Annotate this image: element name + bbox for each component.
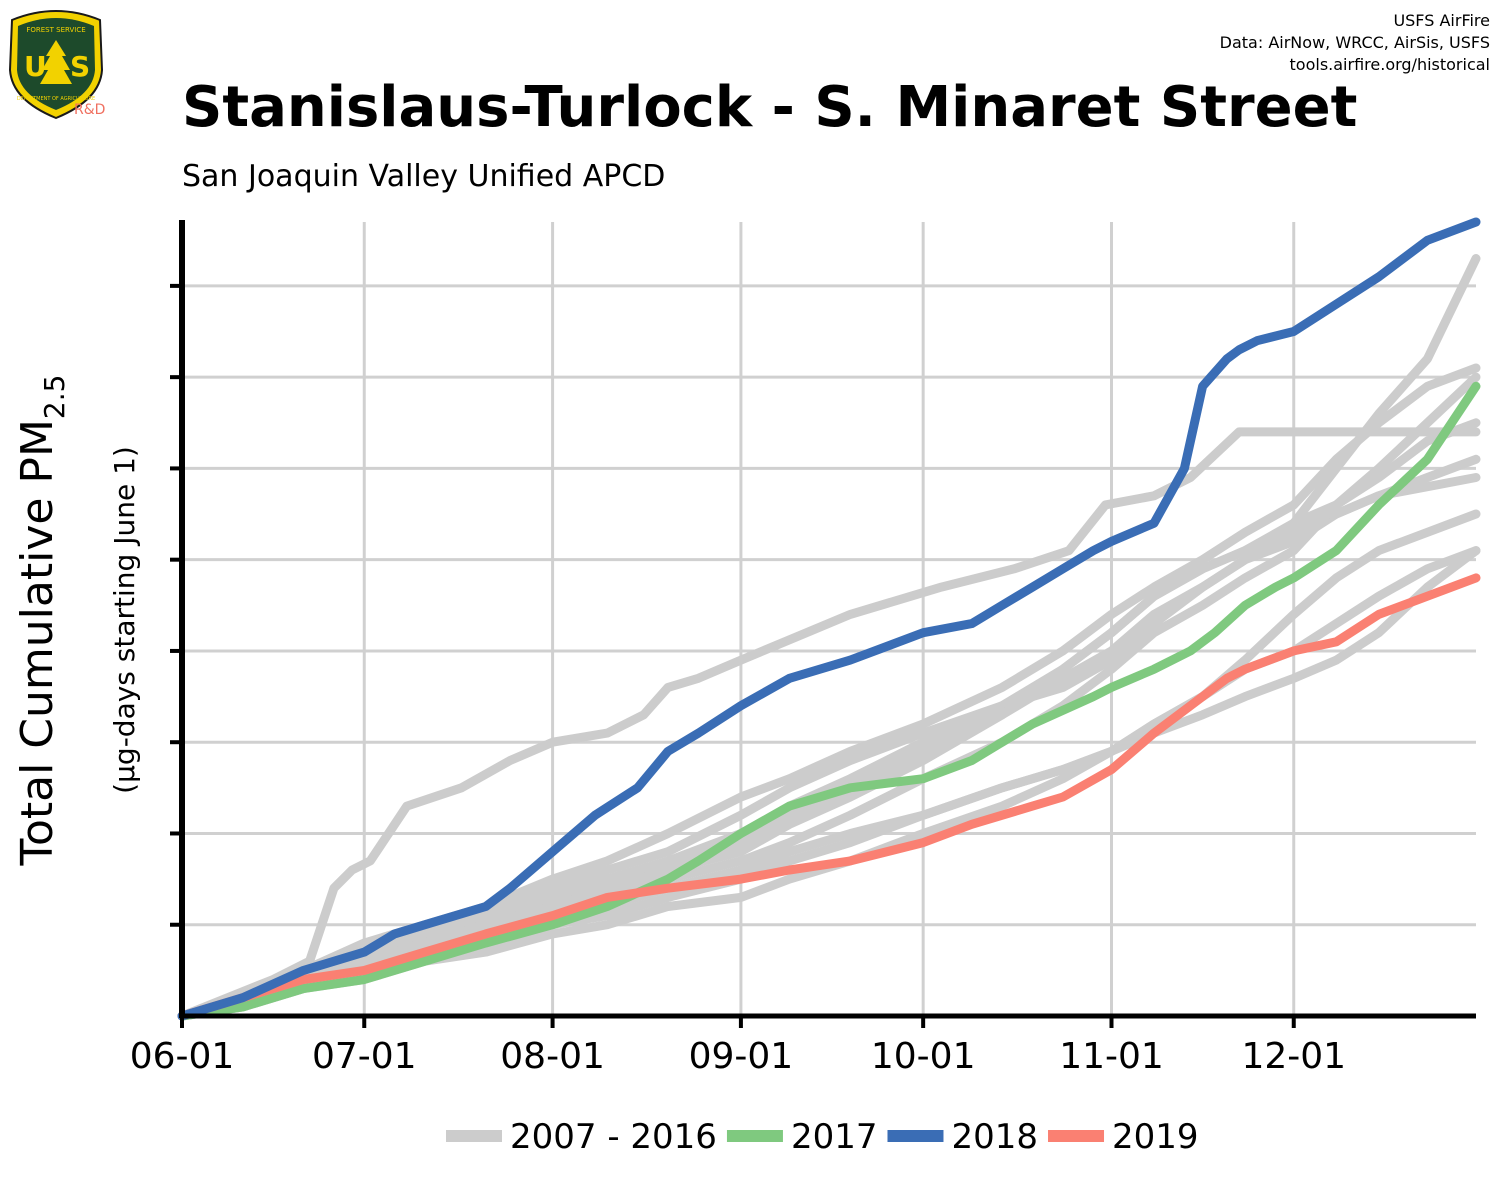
logo-rd: R&D — [74, 102, 105, 118]
legend: 2007 - 2016 2017 2018 2019 — [446, 1117, 1199, 1157]
legend-label: 2017 — [791, 1117, 878, 1157]
x-tick-label: 12-01 — [1241, 1036, 1346, 1077]
series-line-2007-2016 — [177, 372, 1481, 1021]
logo-bottom-text: DEPARTMENT OF AGRICULTURE — [17, 96, 95, 102]
legend-label: 2007 - 2016 — [510, 1117, 717, 1157]
series-line-2007-2016 — [177, 254, 1481, 1021]
series-line-2007-2016 — [177, 427, 1481, 1021]
y-axis-units: (µg-days starting June 1) — [108, 446, 141, 794]
usfs-logo: U S FOREST SERVICE DEPARTMENT OF AGRICUL… — [8, 10, 105, 120]
y-axis-label: Total Cumulative PM2.5 — [12, 375, 71, 867]
credit-line-1: USFS AirFire — [1393, 11, 1490, 30]
series-lines — [177, 217, 1481, 1021]
x-tick-label: 11-01 — [1059, 1036, 1164, 1077]
series-line-2018 — [177, 217, 1481, 1021]
x-tick-label: 08-01 — [500, 1036, 605, 1077]
x-tick-label: 06-01 — [130, 1036, 235, 1077]
logo-s: S — [70, 50, 90, 83]
credit-line-3: tools.airfire.org/historical — [1290, 55, 1490, 74]
credit-line-2: Data: AirNow, WRCC, AirSis, USFS — [1220, 33, 1490, 52]
axes: 06-01 07-01 08-01 09-01 10-01 11-01 12-01 — [130, 220, 1476, 1077]
legend-label: 2019 — [1112, 1117, 1199, 1157]
x-tick-label: 07-01 — [312, 1036, 417, 1077]
logo-top-text: FOREST SERVICE — [26, 26, 85, 34]
series-line-2017 — [177, 381, 1481, 1021]
series-line-2007-2016 — [177, 418, 1481, 1021]
chart-title: Stanislaus-Turlock - S. Minaret Street — [182, 75, 1357, 140]
tree-icon — [40, 40, 72, 84]
series-line-2019 — [177, 573, 1481, 1021]
series-line-2007-2016 — [177, 363, 1481, 1021]
chart-subtitle: San Joaquin Valley Unified APCD — [182, 159, 665, 194]
x-tick-label: 10-01 — [871, 1036, 976, 1077]
x-tick-label: 09-01 — [689, 1036, 794, 1077]
logo-u: U — [24, 50, 47, 83]
legend-label: 2018 — [951, 1117, 1038, 1157]
